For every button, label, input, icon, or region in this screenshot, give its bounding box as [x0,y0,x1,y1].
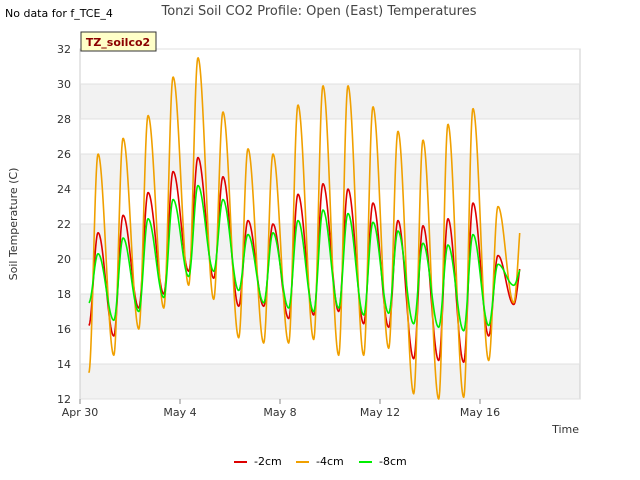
y-tick-label: 22 [57,218,71,231]
y-tick-label: 26 [57,148,71,161]
x-axis: Apr 30 May 4 May 8 May 12 May 16 [62,399,500,419]
legend-label: -4cm [316,455,344,468]
y-tick-label: 20 [57,253,71,266]
y-tick-label: 28 [57,113,71,126]
badge-label: TZ_soilco2 [86,36,150,49]
y-axis-title: Soil Temperature (C) [7,168,20,281]
y-tick-label: 16 [57,323,71,336]
grid-band [80,364,580,399]
y-tick-label: 14 [57,358,71,371]
series-line--8cm [88,184,521,332]
x-tick-label: Apr 30 [62,406,99,419]
legend-label: -8cm [379,455,407,468]
no-data-note: No data for f_TCE_4 [5,7,113,20]
y-tick-label: 18 [57,288,71,301]
grid-band [80,49,580,84]
y-axis: 12 14 16 18 20 22 24 26 28 30 32 [57,43,580,406]
x-tick-label: May 12 [360,406,400,419]
grid-band [80,329,580,364]
y-tick-label: 30 [57,78,71,91]
site-badge: TZ_soilco2 [80,31,157,52]
grid-band [80,84,580,119]
grid-band [80,294,580,329]
legend: -2cm -4cm -8cm [234,455,407,468]
chart-title: Tonzi Soil CO2 Profile: Open (East) Temp… [160,4,476,19]
grid-band [80,119,580,154]
x-tick-label: May 16 [460,406,500,419]
y-tick-label: 32 [57,43,71,56]
series-lines [88,57,521,400]
y-tick-label: 24 [57,183,71,196]
x-tick-label: May 8 [263,406,296,419]
legend-label: -2cm [254,455,282,468]
y-tick-label: 12 [57,393,71,406]
x-axis-title: Time [551,423,579,436]
badge-box [80,31,157,52]
x-tick-label: May 4 [163,406,196,419]
